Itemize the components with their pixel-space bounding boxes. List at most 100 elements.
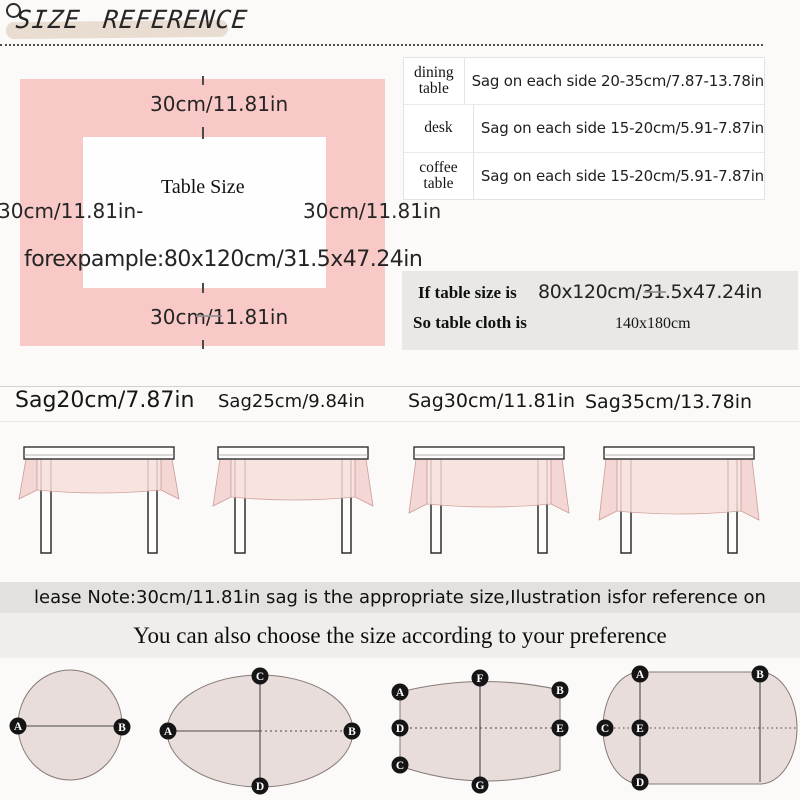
sag-label-20: Sag20cm/7.87in bbox=[15, 388, 195, 413]
cloth-front bbox=[36, 458, 162, 494]
row-value: Sag on each side 15-20cm/5.91-7.87in bbox=[480, 119, 764, 138]
point-badge: A bbox=[391, 683, 409, 701]
svg-text:E: E bbox=[556, 723, 564, 735]
point-badge: A bbox=[159, 722, 177, 740]
svg-text:A: A bbox=[396, 687, 405, 699]
point-badge: D bbox=[631, 773, 649, 791]
tick-mark bbox=[202, 340, 204, 349]
svg-text:F: F bbox=[476, 673, 483, 685]
sag-left-label: 30cm/11.81in- bbox=[0, 199, 144, 223]
point-badge: D bbox=[391, 719, 409, 737]
point-badge: B bbox=[751, 665, 769, 683]
point-badge: B bbox=[113, 718, 131, 736]
table-size-label: Table Size bbox=[161, 176, 245, 198]
point-badge: D bbox=[251, 777, 269, 795]
point-badge: F bbox=[471, 669, 489, 687]
sag-label-35: Sag35cm/13.78in bbox=[585, 391, 753, 413]
note-bar: lease Note:30cm/11.81in sag is the appro… bbox=[0, 582, 800, 613]
size-result-box: If table size is 80x120cm/31.5x47.24in S… bbox=[402, 271, 798, 350]
cloth-flap bbox=[354, 458, 374, 507]
shape-stadium: A B C D E bbox=[596, 665, 798, 791]
tick-mark bbox=[202, 127, 204, 139]
point-badge: A bbox=[9, 717, 27, 735]
sag-info-table: dining table Sag on each side 20-35cm/7.… bbox=[403, 57, 765, 200]
shape-round: A B bbox=[9, 669, 131, 781]
sag-label-30: Sag30cm/11.81in bbox=[408, 390, 576, 412]
tabletop bbox=[603, 446, 755, 460]
sag-right-label: 30cm/11.81in bbox=[303, 199, 442, 223]
cloth-size-value: 140x180cm bbox=[615, 315, 691, 332]
example-size-text: forexpample:80x120cm/31.5x47.24in bbox=[24, 247, 423, 272]
tabletop bbox=[413, 446, 565, 460]
preference-text: You can also choose the size according t… bbox=[133, 622, 667, 648]
cloth-flap bbox=[212, 458, 232, 507]
strike-mark bbox=[644, 291, 666, 293]
table-row: desk Sag on each side 15-20cm/5.91-7.87i… bbox=[404, 105, 764, 153]
point-badge: C bbox=[596, 719, 614, 737]
table-illustration-sag35 bbox=[598, 446, 760, 554]
tick-mark bbox=[202, 283, 204, 293]
table-row: dining table Sag on each side 20-35cm/7.… bbox=[404, 58, 765, 106]
divider-line bbox=[0, 386, 800, 387]
point-badge: C bbox=[391, 756, 409, 774]
dotted-divider bbox=[0, 44, 763, 46]
tabletop bbox=[217, 446, 369, 460]
table-illustration-sag20 bbox=[18, 446, 180, 554]
point-badge: A bbox=[631, 665, 649, 683]
svg-text:A: A bbox=[164, 726, 173, 738]
cloth-front bbox=[616, 458, 742, 515]
cloth-flap bbox=[160, 458, 180, 500]
round-tablecloth bbox=[17, 669, 123, 781]
svg-text:B: B bbox=[348, 726, 356, 738]
sag-label-25: Sag25cm/9.84in bbox=[218, 391, 365, 412]
svg-text:B: B bbox=[756, 669, 764, 681]
svg-text:B: B bbox=[556, 685, 564, 697]
svg-text:E: E bbox=[636, 723, 644, 735]
svg-text:A: A bbox=[636, 669, 645, 681]
cloth-flap bbox=[18, 458, 38, 500]
svg-text:C: C bbox=[396, 760, 404, 772]
sag-top-label: 30cm/11.81in bbox=[150, 92, 289, 116]
point-badge: E bbox=[631, 719, 649, 737]
shape-oval: A B C D bbox=[159, 667, 361, 795]
cloth-front bbox=[230, 458, 356, 501]
cloth-flap bbox=[408, 458, 428, 514]
table-rectangle bbox=[83, 137, 326, 288]
row-label: coffee table bbox=[404, 152, 474, 199]
page-title: SIZE REFERENCE bbox=[14, 5, 250, 34]
sag-bottom-label: 30cm/11.81in bbox=[150, 305, 289, 329]
table-illustration-sag25 bbox=[212, 446, 374, 554]
note-text: lease Note:30cm/11.81in sag is the appro… bbox=[34, 587, 766, 608]
cloth-front bbox=[426, 458, 552, 508]
point-badge: G bbox=[471, 776, 489, 794]
cloth-flap bbox=[598, 458, 618, 521]
point-badge: E bbox=[551, 719, 569, 737]
point-badge: C bbox=[251, 667, 269, 685]
row-label: dining table bbox=[404, 58, 465, 105]
table-illustration-sag30 bbox=[408, 446, 570, 554]
row-value: Sag on each side 20-35cm/7.87-13.78in bbox=[471, 72, 765, 91]
degree-circle-icon bbox=[6, 3, 21, 18]
so-cloth-label: So table cloth is bbox=[413, 313, 527, 332]
svg-text:D: D bbox=[396, 723, 404, 735]
svg-text:G: G bbox=[476, 780, 485, 792]
strike-mark bbox=[196, 315, 222, 317]
if-table-size-label: If table size is bbox=[418, 283, 517, 302]
cloth-flap bbox=[550, 458, 570, 514]
row-label: desk bbox=[404, 105, 474, 152]
tabletop bbox=[23, 446, 175, 460]
tick-mark bbox=[202, 76, 204, 85]
svg-text:B: B bbox=[118, 722, 126, 734]
svg-text:C: C bbox=[601, 723, 609, 735]
svg-text:C: C bbox=[256, 671, 264, 683]
point-badge: B bbox=[343, 722, 361, 740]
svg-text:D: D bbox=[636, 777, 644, 789]
preference-bar: You can also choose the size according t… bbox=[0, 613, 800, 658]
shape-barrel: A B C D E F G bbox=[391, 669, 569, 794]
table-row: coffee table Sag on each side 15-20cm/5.… bbox=[404, 152, 764, 199]
svg-text:A: A bbox=[14, 721, 23, 733]
divider-line bbox=[0, 421, 800, 422]
cloth-flap bbox=[740, 458, 760, 521]
svg-text:D: D bbox=[256, 781, 264, 793]
